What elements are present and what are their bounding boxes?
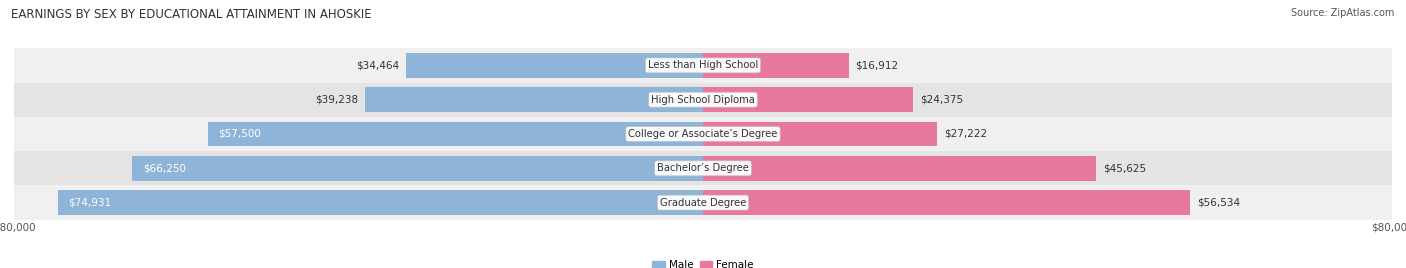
Bar <box>703 53 849 78</box>
Text: $56,534: $56,534 <box>1197 198 1240 208</box>
Text: Bachelor’s Degree: Bachelor’s Degree <box>657 163 749 173</box>
Bar <box>14 185 1392 220</box>
Text: $74,931: $74,931 <box>67 198 111 208</box>
Bar <box>703 190 1189 215</box>
Bar <box>406 53 703 78</box>
Bar <box>14 151 1392 185</box>
Bar <box>14 83 1392 117</box>
Text: $27,222: $27,222 <box>945 129 987 139</box>
Text: College or Associate’s Degree: College or Associate’s Degree <box>628 129 778 139</box>
Bar <box>703 156 1095 181</box>
Text: Graduate Degree: Graduate Degree <box>659 198 747 208</box>
Text: $24,375: $24,375 <box>920 95 963 105</box>
Bar <box>14 48 1392 83</box>
Bar <box>366 87 703 112</box>
Text: Source: ZipAtlas.com: Source: ZipAtlas.com <box>1291 8 1395 18</box>
Bar <box>703 122 938 146</box>
Text: EARNINGS BY SEX BY EDUCATIONAL ATTAINMENT IN AHOSKIE: EARNINGS BY SEX BY EDUCATIONAL ATTAINMEN… <box>11 8 371 21</box>
Bar <box>703 87 912 112</box>
Text: $45,625: $45,625 <box>1102 163 1146 173</box>
Text: $66,250: $66,250 <box>143 163 186 173</box>
Bar <box>132 156 703 181</box>
Text: $16,912: $16,912 <box>855 60 898 70</box>
Text: $57,500: $57,500 <box>218 129 262 139</box>
Text: $39,238: $39,238 <box>315 95 359 105</box>
Text: High School Diploma: High School Diploma <box>651 95 755 105</box>
Bar <box>58 190 703 215</box>
Text: Less than High School: Less than High School <box>648 60 758 70</box>
Bar <box>14 117 1392 151</box>
Text: $34,464: $34,464 <box>356 60 399 70</box>
Legend: Male, Female: Male, Female <box>648 256 758 268</box>
Bar <box>208 122 703 146</box>
